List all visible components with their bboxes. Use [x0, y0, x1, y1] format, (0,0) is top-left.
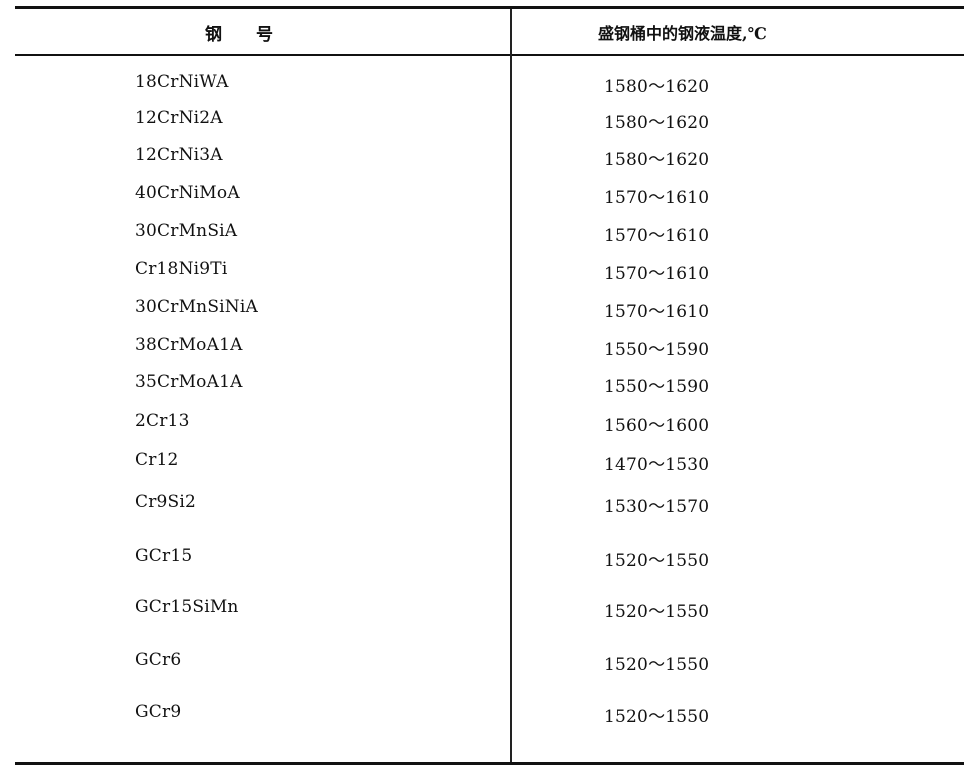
temperature-cell: 1570～1610: [604, 302, 710, 322]
temperature-cell: 1570～1610: [604, 188, 710, 208]
header-temperature: 盛钢桶中的钢液温度,℃: [598, 24, 767, 43]
steel-grade-cell: 2Cr13: [135, 411, 190, 431]
steel-grade-cell: 18CrNiWA: [135, 72, 229, 92]
steel-grade-cell: Cr18Ni9Ti: [135, 259, 228, 279]
bottom-rule: [15, 762, 964, 765]
temperature-cell: 1520～1550: [604, 707, 710, 727]
steel-grade-cell: 38CrMoA1A: [135, 335, 243, 355]
temperature-cell: 1470～1530: [604, 455, 710, 475]
steel-grade-cell: GCr15: [135, 546, 193, 566]
steel-grade-cell: GCr6: [135, 650, 182, 670]
steel-grade-cell: GCr9: [135, 702, 182, 722]
temperature-cell: 1550～1590: [604, 340, 710, 360]
temperature-cell: 1520～1550: [604, 602, 710, 622]
steel-grade-cell: GCr15SiMn: [135, 597, 239, 617]
temperature-cell: 1570～1610: [604, 264, 710, 284]
header-steel-grade: 钢 号: [205, 25, 273, 45]
temperature-cell: 1580～1620: [604, 113, 710, 133]
column-divider: [510, 9, 512, 762]
steel-grade-cell: Cr12: [135, 450, 179, 470]
steel-grade-cell: 30CrMnSiA: [135, 221, 238, 241]
temperature-cell: 1560～1600: [604, 416, 710, 436]
temperature-cell: 1550～1590: [604, 377, 710, 397]
top-rule: [15, 6, 964, 9]
steel-grade-cell: Cr9Si2: [135, 492, 197, 512]
steel-grade-cell: 40CrNiMoA: [135, 183, 240, 203]
temperature-cell: 1520～1550: [604, 655, 710, 675]
steel-grade-cell: 12CrNi3A: [135, 145, 223, 165]
temperature-cell: 1520～1550: [604, 551, 710, 571]
header-rule: [15, 54, 964, 56]
temperature-cell: 1570～1610: [604, 226, 710, 246]
steel-grade-cell: 30CrMnSiNiA: [135, 297, 258, 317]
temperature-cell: 1580～1620: [604, 77, 710, 97]
temperature-cell: 1530～1570: [604, 497, 710, 517]
steel-grade-cell: 12CrNi2A: [135, 108, 223, 128]
steel-grade-cell: 35CrMoA1A: [135, 372, 243, 392]
temperature-cell: 1580～1620: [604, 150, 710, 170]
